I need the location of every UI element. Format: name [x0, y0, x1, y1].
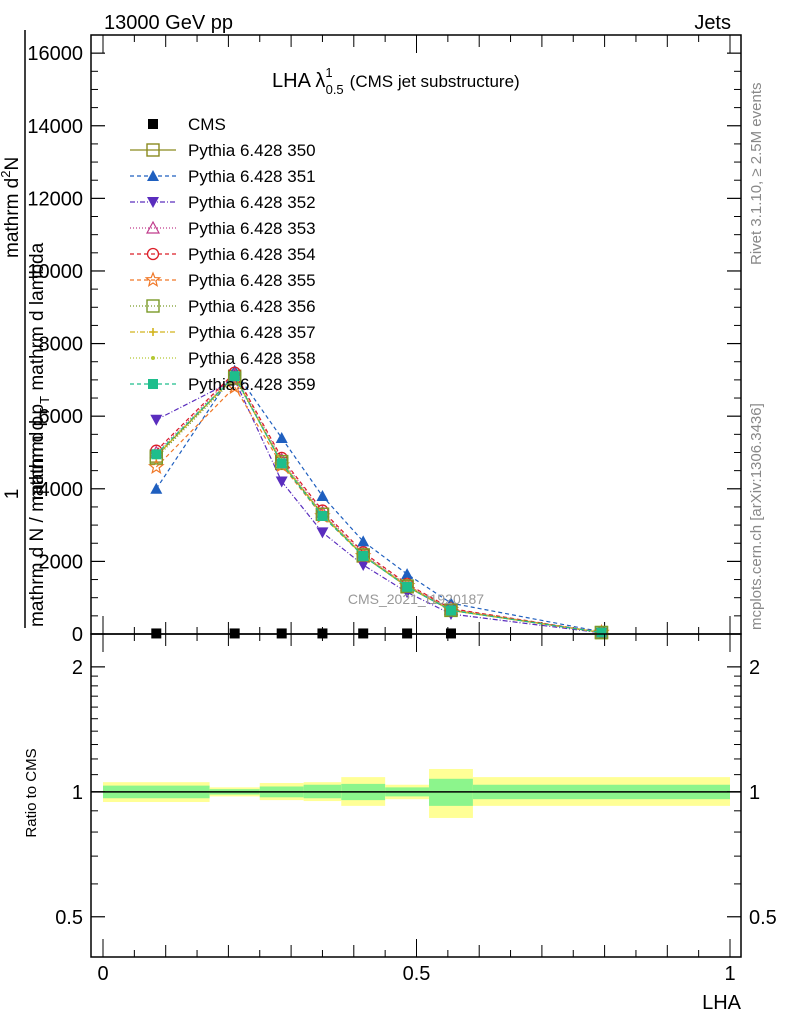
ratio-y-tick-label-right: 0.5 [749, 907, 777, 929]
legend-label-1: Pythia 6.428 350 [188, 141, 316, 160]
series-7-point [444, 603, 458, 617]
plot-title-sup: 1 [325, 65, 332, 80]
header-left: 13000 GeV pp [104, 12, 233, 34]
main-y-tick-label: 8000 [39, 334, 84, 356]
main-y-tick-label: 12000 [27, 188, 83, 210]
plot-title: LHA λ1 0.5 (CMS jet substructure) [272, 65, 520, 97]
series-10-point [276, 458, 287, 469]
y-label-one: 1 [2, 489, 23, 500]
series-line-10 [155, 375, 602, 634]
series-3-point [357, 560, 370, 572]
main-y-tick-label: 16000 [27, 43, 83, 65]
legend: CMS Pythia 6.428 350 Pythia 6.428 351 Pythi… [130, 115, 316, 394]
ratio-x-tick-label: 0 [97, 963, 108, 985]
legend-marker-8 [149, 328, 157, 336]
ratio-x-tick-label: 0.5 [403, 963, 431, 985]
series-line-2 [155, 369, 602, 633]
legend-marker-10 [148, 379, 158, 389]
series-line-5 [155, 371, 602, 634]
series-10-point [151, 449, 162, 460]
series-2-point [275, 431, 288, 443]
legend-marker-5 [146, 247, 160, 261]
y-label-numerator-line2-sub: T [37, 396, 52, 404]
ratio-x-tick-label: 1 [724, 963, 735, 985]
y-label-numerator-rest: N [2, 157, 23, 171]
legend-label-10: Pythia 6.428 359 [188, 375, 316, 394]
legend-label-7: Pythia 6.428 356 [188, 297, 316, 316]
y-label-numerator-line2-main: mathrm d p [27, 404, 48, 500]
header-right: Jets [694, 12, 731, 34]
series-line-3 [156, 379, 602, 634]
main-y-tick-label: 2000 [39, 551, 84, 573]
plot-title-suffix: (CMS jet substructure) [350, 72, 520, 91]
legend-marker-9 [151, 356, 155, 360]
series-10-point [358, 550, 369, 561]
legend-label-8: Pythia 6.428 357 [188, 323, 316, 342]
main-y-tick-label: 0 [72, 624, 83, 646]
ratio-y-tick-label: 0.5 [55, 907, 83, 929]
legend-marker-7 [146, 299, 160, 313]
series-10-point [445, 605, 456, 616]
x-axis-label: LHA [702, 992, 742, 1014]
main-plot-panel: 0 2000 4000 6000 8000 10000 12000 14000 16000 [27, 34, 742, 646]
legend-marker-6 [144, 271, 162, 288]
legend-marker-1 [146, 143, 160, 157]
series-2-point [401, 568, 414, 580]
series-2-point [316, 490, 329, 502]
legend-label-4: Pythia 6.428 353 [188, 219, 316, 238]
ratio-y-tick-label-right: 2 [749, 657, 760, 679]
series-7-point [400, 579, 414, 593]
series-10-point [402, 581, 413, 592]
ratio-y-tick-label-right: 1 [749, 782, 760, 804]
site-label: mcplots.cern.ch [arXiv:1306.3436] [748, 403, 765, 630]
plot-title-main: LHA λ [272, 70, 325, 92]
legend-marker-0 [148, 119, 158, 129]
y-label-numerator-line2: mathrm d pT mathrm d lambda [27, 242, 52, 500]
series-line-4 [155, 373, 602, 634]
series-10-point [317, 511, 328, 522]
legend-label-3: Pythia 6.428 352 [188, 193, 316, 212]
y-label-numerator-line2-rest: mathrm d lambda [27, 242, 48, 396]
series-2-point [357, 535, 370, 547]
y-label-numerator-main: mathrm d [2, 178, 23, 258]
main-y-tick-label: 4000 [39, 479, 84, 501]
legend-label-6: Pythia 6.428 355 [188, 271, 316, 290]
legend-label-0: CMS [188, 115, 226, 134]
main-y-tick-label: 10000 [27, 261, 83, 283]
main-y-axis-label: 1 mathrm d N / mathrm d pT mathrm d2N ma… [0, 30, 52, 628]
legend-marker-2 [147, 170, 159, 181]
y-label-denominator: mathrm d N / mathrm d pT [27, 408, 52, 627]
y-label-numerator-sup: 2 [0, 171, 13, 178]
y-label-denominator-sub: T [37, 408, 52, 416]
series-3-point [150, 414, 163, 426]
y-label-numerator: mathrm d2N [0, 157, 23, 258]
series-3-point [316, 527, 329, 539]
plot-title-sub: 0.5 [326, 82, 344, 97]
legend-label-2: Pythia 6.428 351 [188, 167, 316, 186]
ratio-y-tick-label: 2 [72, 657, 83, 679]
y-label-denominator-main: mathrm d N / mathrm d p [27, 416, 48, 627]
legend-marker-3 [147, 197, 159, 208]
legend-label-5: Pythia 6.428 354 [188, 245, 316, 264]
legend-label-9: Pythia 6.428 358 [188, 349, 316, 368]
series-10-point [596, 627, 607, 638]
ratio-y-axis-label: Ratio to CMS [23, 748, 40, 837]
series-10-point [229, 371, 240, 382]
series-7-point [594, 625, 609, 640]
ratio-y-tick-label: 1 [72, 782, 83, 804]
series-3-point [275, 476, 288, 488]
legend-marker-4 [145, 220, 161, 234]
main-y-tick-label: 6000 [39, 406, 84, 428]
series-6-point [147, 458, 165, 475]
analysis-watermark: CMS_2021_I1920187 [348, 591, 484, 607]
series-2-point [150, 482, 163, 494]
rivet-label: Rivet 3.1.10, ≥ 2.5M events [748, 83, 765, 266]
ratio-plot-panel: 0 0.5 1 0.5 0.5 1 1 2 2 [55, 633, 777, 985]
main-y-tick-label: 14000 [27, 116, 83, 138]
